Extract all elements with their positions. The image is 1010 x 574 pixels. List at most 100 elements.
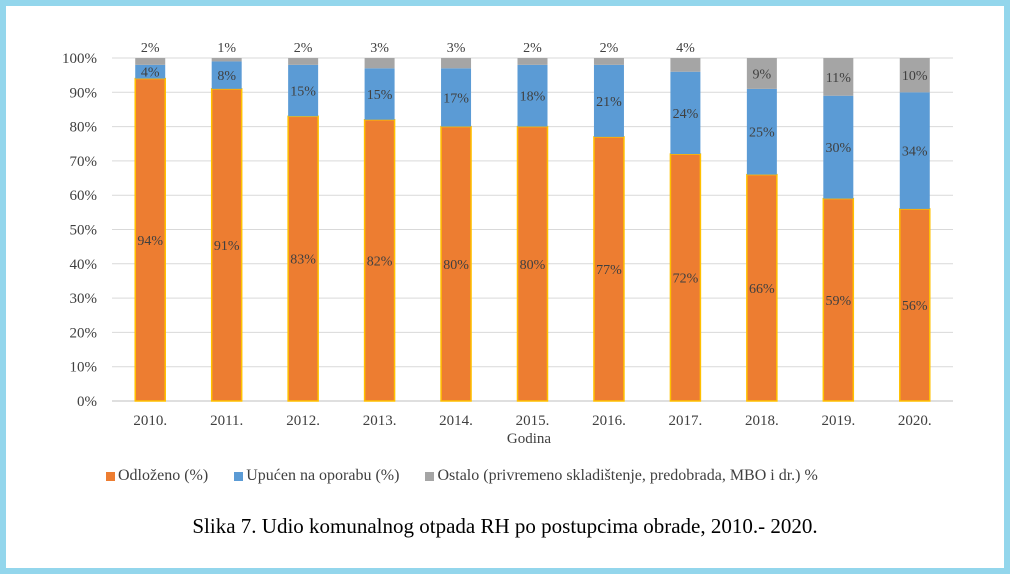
bar-segment	[288, 58, 319, 65]
x-axis-title: Godina	[506, 431, 552, 447]
x-tick-label: 2019.	[821, 413, 855, 429]
bar-segment	[593, 136, 625, 402]
data-label: 80%	[443, 258, 469, 273]
data-label: 10%	[902, 69, 928, 84]
y-tick-label: 40%	[70, 257, 98, 273]
data-label: 2%	[141, 41, 160, 56]
data-label: 83%	[290, 253, 316, 268]
data-label: 9%	[753, 67, 772, 82]
y-tick-label: 50%	[70, 223, 98, 239]
bar-segment	[899, 58, 930, 93]
data-label: 1%	[217, 41, 236, 56]
bar-segment	[746, 88, 777, 175]
legend-label: Ostalo (privremeno skladištenje, predobr…	[437, 467, 818, 484]
y-tick-label: 90%	[70, 85, 98, 101]
data-label: 94%	[137, 234, 163, 249]
bar-segment	[670, 58, 701, 72]
bar-segment	[593, 64, 624, 137]
legend-label: Upućen na oporabu (%)	[246, 467, 400, 484]
data-label: 59%	[825, 294, 851, 309]
bar-segment	[287, 115, 319, 402]
data-label: 2%	[294, 41, 313, 56]
data-label: 91%	[214, 239, 240, 254]
data-label: 2%	[523, 41, 542, 56]
legend-swatch-orange	[106, 471, 115, 481]
bar-segment	[899, 208, 931, 402]
bar-segment	[516, 125, 549, 402]
data-label: 80%	[520, 258, 546, 273]
data-label: 25%	[749, 126, 775, 141]
data-label: 3%	[447, 41, 466, 56]
x-tick-label: 2013.	[363, 413, 397, 429]
data-label: 3%	[370, 41, 389, 56]
x-tick-label: 2016.	[592, 413, 626, 429]
x-tick-label: 2011.	[210, 413, 243, 429]
y-tick-label: 80%	[70, 120, 98, 136]
x-tick-label: 2012.	[286, 413, 320, 429]
x-tick-label: 2017.	[669, 413, 703, 429]
x-tick-label: 2020.	[898, 413, 932, 429]
data-label: 30%	[825, 141, 851, 156]
bar-segment	[364, 68, 395, 120]
bar-segment	[211, 58, 242, 62]
legend-item-ostalo: Ostalo (privremeno skladištenje, predobr…	[425, 467, 818, 485]
bar-segment	[441, 68, 472, 127]
x-tick-label: 2018.	[745, 413, 779, 429]
bar-segment	[363, 118, 396, 402]
bar-segment	[822, 197, 855, 402]
data-label: 2%	[600, 41, 619, 56]
bar-segment	[440, 125, 472, 402]
data-label: 8%	[217, 69, 236, 84]
legend-swatch-gray	[425, 471, 435, 481]
y-tick-label: 10%	[70, 360, 98, 376]
bar-segment	[823, 95, 854, 199]
y-tick-label: 20%	[70, 325, 98, 341]
legend: Odloženo (%) Upućen na oporabu (%) Ostal…	[106, 467, 818, 485]
x-tick-label: 2015.	[516, 413, 550, 429]
bar-segment	[899, 92, 930, 209]
bar-segment	[135, 58, 166, 65]
data-label: 66%	[749, 282, 775, 297]
y-tick-label: 30%	[70, 291, 98, 307]
bar-segment	[670, 71, 701, 155]
bar-segment	[364, 58, 395, 69]
legend-item-oporaba: Upućen na oporabu (%)	[234, 467, 399, 485]
data-label: 15%	[290, 85, 316, 100]
bar-segment	[517, 58, 548, 65]
bar-segment	[135, 64, 166, 79]
bar-segment	[593, 58, 624, 65]
bar-segment	[517, 64, 548, 127]
y-tick-label: 60%	[70, 188, 98, 204]
data-label: 21%	[596, 95, 622, 110]
figure-caption: Slika 7. Udio komunalnog otpada RH po po…	[192, 514, 818, 538]
bar-segment	[746, 58, 777, 89]
x-tick-label: 2014.	[439, 413, 473, 429]
data-label: 34%	[902, 145, 928, 160]
bar-segment	[746, 173, 778, 402]
bar-segment	[134, 77, 166, 402]
y-tick-label: 70%	[70, 154, 98, 170]
y-tick-label: 100%	[62, 51, 97, 67]
data-label: 18%	[520, 90, 546, 105]
data-label: 24%	[673, 107, 699, 122]
bar-segment	[211, 61, 242, 89]
y-tick-label: 0%	[77, 394, 97, 410]
data-label: 82%	[367, 254, 393, 269]
data-label: 56%	[902, 299, 928, 314]
legend-swatch-blue	[234, 471, 244, 481]
bar-segment	[669, 153, 702, 402]
data-label: 77%	[596, 263, 622, 278]
legend-item-odlozeno: Odloženo (%)	[106, 467, 208, 485]
data-label: 4%	[141, 66, 160, 81]
data-label: 4%	[676, 41, 695, 56]
data-label: 17%	[443, 91, 469, 106]
bar-segment	[288, 64, 319, 117]
bar-segment	[441, 58, 472, 69]
bar-segment	[823, 58, 854, 96]
legend-label: Odloženo (%)	[118, 467, 209, 484]
data-label: 72%	[673, 272, 699, 287]
bar-segment	[210, 88, 243, 402]
x-tick-label: 2010.	[133, 413, 167, 429]
